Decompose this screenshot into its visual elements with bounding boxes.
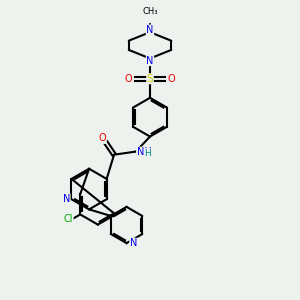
Text: O: O: [99, 134, 106, 143]
Text: CH₃: CH₃: [142, 8, 158, 16]
Text: N: N: [146, 56, 154, 66]
Text: NH: NH: [136, 147, 151, 157]
Text: N: N: [63, 194, 70, 204]
Text: N: N: [146, 25, 154, 35]
Text: O: O: [125, 74, 133, 84]
Text: H: H: [144, 148, 151, 158]
Text: N: N: [130, 238, 137, 248]
Text: O: O: [167, 74, 175, 84]
Text: Cl: Cl: [64, 214, 73, 224]
Text: S: S: [147, 74, 153, 84]
